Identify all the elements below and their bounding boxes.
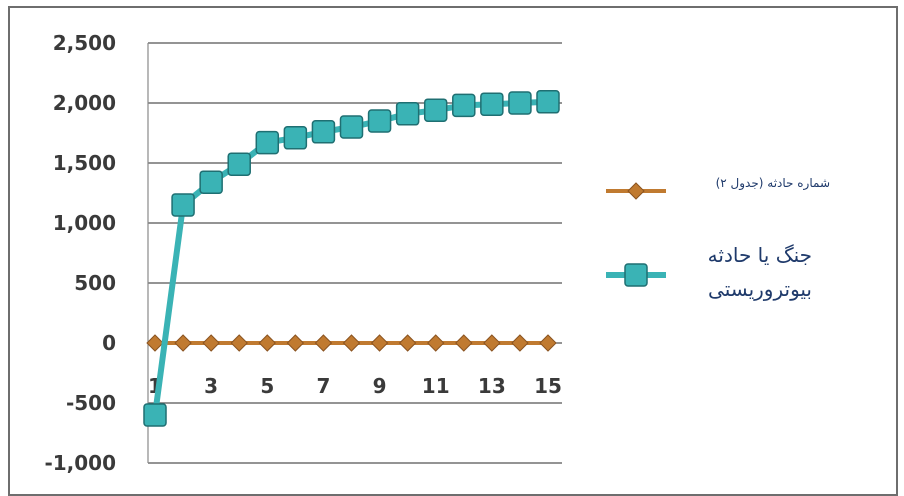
x-tick-label: 15 — [534, 374, 562, 398]
y-tick-label: 2,500 — [53, 31, 116, 55]
data-point-series-2 — [171, 193, 195, 217]
data-point-series-2 — [423, 98, 448, 122]
series-line-2 — [152, 98, 549, 416]
y-tick-label: 500 — [74, 271, 116, 295]
data-point-series-2 — [143, 403, 167, 427]
data-point-series-2 — [339, 115, 364, 139]
y-tick-label: 1,000 — [53, 211, 116, 235]
data-point-series-2 — [367, 109, 392, 133]
y-tick-label: 0 — [102, 331, 116, 355]
data-point-series-2 — [452, 93, 476, 118]
data-point-series-1 — [398, 334, 417, 352]
y-tick-label: -1,000 — [44, 451, 116, 475]
data-point-series-1 — [539, 334, 557, 352]
legend-marker-1 — [627, 182, 645, 200]
data-point-series-1 — [230, 334, 248, 352]
y-tick-label: -500 — [66, 391, 116, 415]
y-axis-tick-labels: 2,500 2,000 1,500 1,000 500 0 -500 -1,000 — [44, 31, 116, 475]
x-tick-label: 5 — [260, 374, 274, 398]
data-point-series-1 — [342, 334, 361, 352]
y-tick-label: 2,000 — [53, 91, 116, 115]
data-point-series-1 — [455, 334, 473, 352]
series-layer — [143, 90, 560, 427]
x-tick-label: 9 — [373, 374, 387, 398]
data-point-series-2 — [227, 152, 251, 176]
data-point-series-2 — [395, 102, 420, 126]
data-point-series-1 — [286, 334, 305, 352]
x-axis-tick-labels: 1 3 5 7 9 11 13 15 — [148, 374, 562, 398]
data-point-series-2 — [508, 91, 532, 115]
data-point-series-1 — [174, 334, 192, 352]
data-point-series-1 — [146, 334, 164, 352]
data-point-series-1 — [258, 334, 276, 352]
data-point-series-2 — [283, 126, 308, 150]
data-point-series-2 — [480, 92, 504, 116]
data-point-series-2 — [199, 170, 223, 194]
x-tick-label: 13 — [478, 374, 506, 398]
legend-label-incident-number: شماره حادثه (جدول ۲) — [715, 176, 830, 190]
legend — [606, 182, 666, 287]
x-tick-label: 11 — [422, 374, 450, 398]
legend-label-bioterror: جنگ یا حادثه بیوتروریستی — [707, 243, 812, 301]
data-point-series-1 — [483, 334, 501, 352]
x-tick-label: 7 — [316, 374, 330, 398]
legend-marker-2 — [624, 263, 648, 287]
data-point-series-2 — [255, 130, 280, 155]
data-point-series-1 — [511, 334, 529, 352]
data-point-series-2 — [536, 90, 560, 114]
data-point-series-1 — [427, 334, 445, 352]
x-tick-label: 3 — [204, 374, 218, 398]
data-point-series-2 — [311, 120, 336, 144]
data-point-series-1 — [314, 334, 333, 352]
y-tick-label: 1,500 — [53, 151, 116, 175]
data-point-series-1 — [202, 334, 220, 352]
data-point-series-1 — [370, 334, 389, 352]
